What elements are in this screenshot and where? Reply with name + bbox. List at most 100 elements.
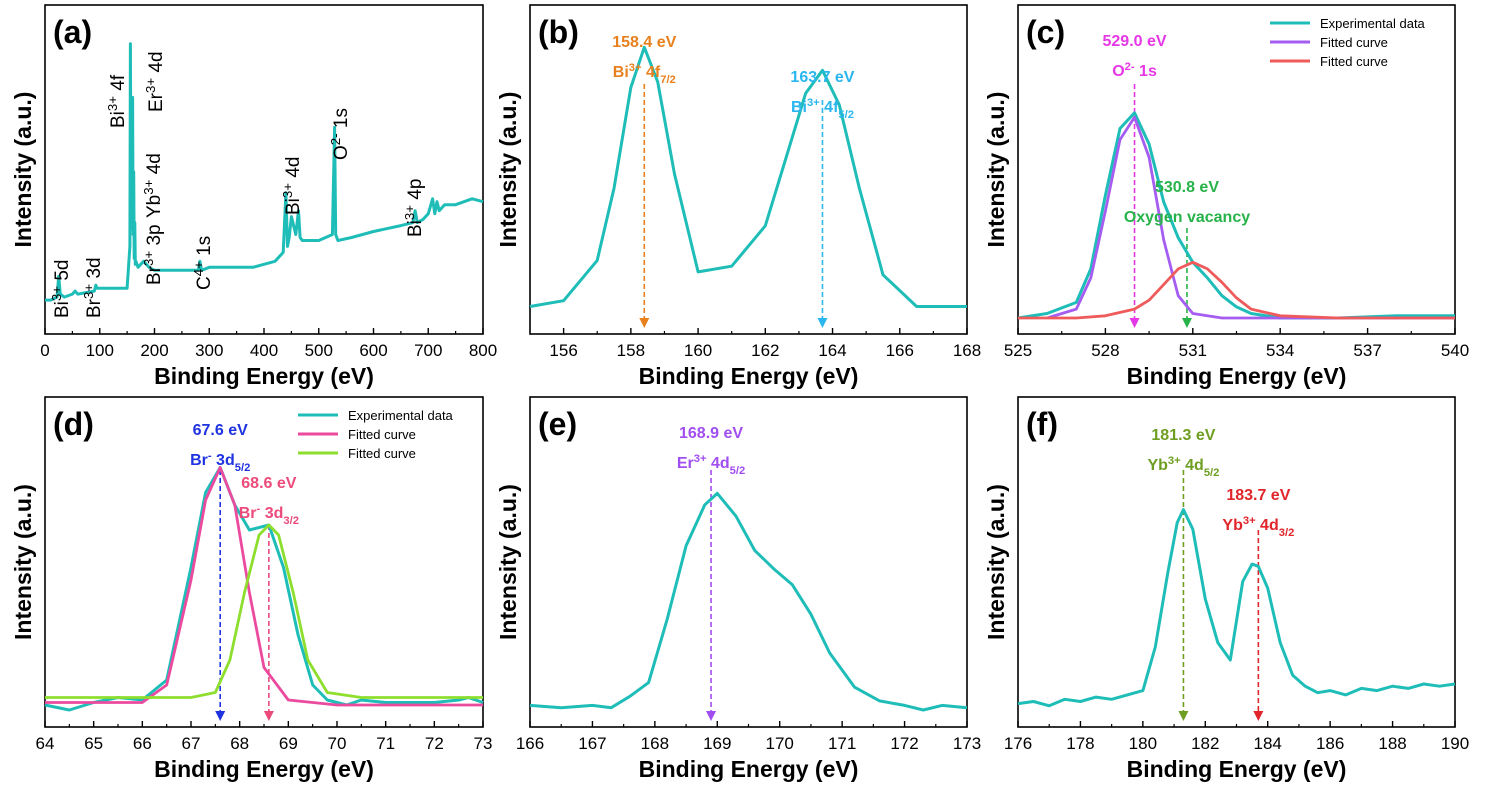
peak-energy-label: 168.9 eV [679, 425, 743, 442]
x-tick-label: 182 [1191, 734, 1219, 753]
panel-label: (e) [538, 406, 577, 442]
peak-energy-label: 529.0 eV [1103, 33, 1167, 50]
x-tick-label: 178 [1066, 734, 1094, 753]
peak-marker-arrow [1178, 711, 1189, 721]
panel-label: (d) [53, 406, 94, 442]
x-tick-label: 0 [40, 341, 49, 360]
x-tick-label: 800 [469, 341, 497, 360]
y-axis-label: Intensity (a.u.) [983, 484, 1009, 640]
x-tick-label: 66 [133, 734, 152, 753]
series-line [1046, 115, 1455, 320]
peak-marker-arrow [1129, 318, 1140, 328]
x-tick-label: 200 [140, 341, 168, 360]
survey-peak-label: Bi3+ 4d [280, 157, 305, 216]
x-axis-label: Binding Energy (eV) [1127, 363, 1347, 389]
x-tick-label: 162 [751, 341, 779, 360]
peak-marker-arrow [215, 711, 226, 721]
x-tick-label: 190 [1441, 734, 1469, 753]
survey-peak-label: Bi3+ 5d [49, 260, 74, 319]
x-tick-label: 170 [766, 734, 794, 753]
x-tick-label: 70 [328, 734, 347, 753]
peak-energy-label: 163.7 eV [790, 69, 854, 86]
plot-frame [529, 396, 968, 728]
x-tick-label: 67 [182, 734, 201, 753]
peak-marker-arrow [263, 711, 274, 721]
panel-label: (a) [53, 14, 92, 50]
peak-energy-label: 181.3 eV [1151, 427, 1215, 444]
x-axis-label: Binding Energy (eV) [639, 756, 859, 782]
peak-assignment-label: Yb3+ 4d5/2 [1147, 455, 1219, 479]
x-tick-label: 69 [279, 734, 298, 753]
survey-peak-label: Bi3+ 4f [105, 74, 130, 128]
x-tick-label: 71 [376, 734, 395, 753]
plot-frame [529, 4, 968, 335]
plot-frame [44, 4, 484, 335]
survey-peak-label: C4+ 1s [191, 236, 216, 290]
y-axis-label: Intensity (a.u.) [983, 92, 1009, 248]
x-tick-label: 300 [195, 341, 223, 360]
peak-assignment-label: Yb3+ 4d3/2 [1222, 515, 1294, 539]
series-line [1017, 508, 1456, 708]
x-tick-label: 180 [1129, 734, 1157, 753]
x-tick-label: 172 [890, 734, 918, 753]
peak-assignment-label: Br- 3d3/2 [239, 503, 299, 527]
legend-entry: Fitted curve [1320, 54, 1388, 69]
peak-energy-label: 68.6 eV [241, 475, 296, 492]
x-tick-label: 700 [414, 341, 442, 360]
x-tick-label: 534 [1266, 341, 1294, 360]
x-tick-label: 166 [516, 734, 544, 753]
peak-energy-label: 158.4 eV [612, 34, 676, 51]
series-line [529, 491, 968, 712]
panel-d: 64 65 66 67 68 69 70 71 72 73 Binding Energy (eV) I… [10, 396, 493, 782]
x-tick-label: 400 [250, 341, 278, 360]
x-axis-label: Binding Energy (eV) [639, 363, 859, 389]
panel-label: (b) [538, 14, 579, 50]
peak-marker-arrow [1181, 318, 1192, 328]
panel-c: 525 528 531 534 537 540 Binding Energy (eV) Int… [983, 4, 1469, 389]
x-axis-label: Binding Energy (eV) [154, 363, 374, 389]
panel-label: (c) [1026, 14, 1065, 50]
y-axis-label: Intensity (a.u.) [495, 484, 521, 640]
x-tick-label: 167 [578, 734, 606, 753]
series-line [44, 466, 484, 712]
plot-frame [44, 396, 484, 728]
panel-b: 156 158 160 162 164 166 168 Binding Energy (eV)… [495, 4, 981, 389]
peak-energy-label: 183.7 eV [1226, 487, 1290, 504]
peak-energy-label: 67.6 eV [193, 422, 248, 439]
peak-energy-label: 530.8 eV [1155, 179, 1219, 196]
y-axis-label: Intensity (a.u.) [10, 92, 36, 248]
series-line [45, 466, 483, 707]
legend-entry: Experimental data [1320, 16, 1426, 31]
survey-peak-label: Br3+ 3p [141, 224, 166, 285]
peak-assignment-label: Oxygen vacancy [1124, 209, 1250, 226]
x-tick-label: 600 [359, 341, 387, 360]
x-tick-label: 156 [549, 341, 577, 360]
peak-assignment-label: Br- 3d5/2 [190, 450, 250, 474]
panel-f: 176 178 180 182 184 186 188 190 Binding Energy (… [983, 396, 1469, 782]
survey-peak-label: Bi3+ 4p [402, 179, 427, 238]
x-tick-label: 173 [953, 734, 981, 753]
x-tick-label: 72 [425, 734, 444, 753]
x-tick-label: 64 [36, 734, 55, 753]
legend-entry: Fitted curve [1320, 35, 1388, 50]
x-tick-label: 65 [84, 734, 103, 753]
series-line [45, 523, 483, 699]
x-tick-label: 73 [474, 734, 493, 753]
x-tick-label: 160 [684, 341, 712, 360]
plot-frame [1017, 396, 1456, 728]
x-tick-label: 100 [86, 341, 114, 360]
x-tick-label: 186 [1316, 734, 1344, 753]
peak-marker-arrow [817, 318, 828, 328]
x-tick-label: 171 [828, 734, 856, 753]
survey-peak-label: Yb3+ 4d [141, 153, 166, 218]
x-tick-label: 168 [641, 734, 669, 753]
peak-marker-arrow [639, 318, 650, 328]
series-line [45, 42, 484, 302]
x-tick-label: 531 [1179, 341, 1207, 360]
x-axis-label: Binding Energy (eV) [154, 756, 374, 782]
x-tick-label: 184 [1254, 734, 1282, 753]
peak-marker-arrow [1253, 711, 1264, 721]
x-tick-label: 164 [818, 341, 846, 360]
peak-assignment-label: Bi3+ 4f5/2 [791, 97, 854, 121]
